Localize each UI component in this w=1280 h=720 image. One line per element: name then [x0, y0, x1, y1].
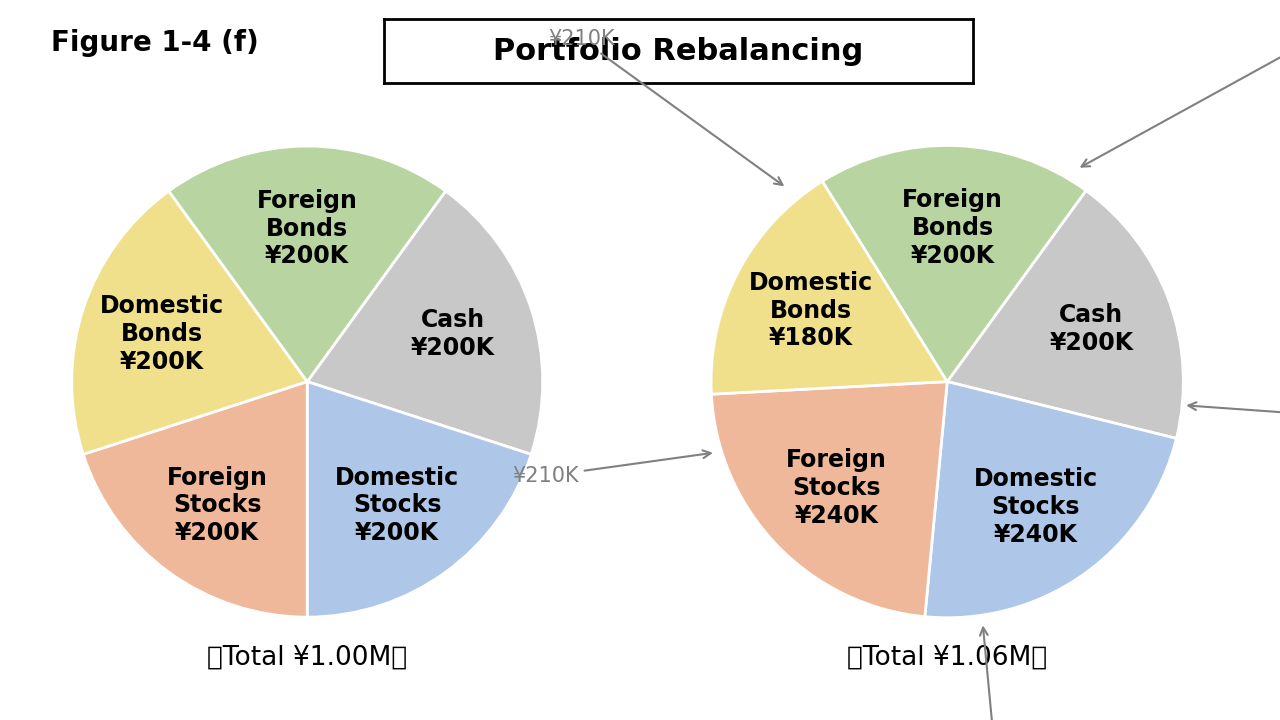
Text: Cash
¥200K: Cash ¥200K — [1050, 303, 1134, 355]
Text: ¥210K: ¥210K — [961, 628, 1028, 720]
Text: Domestic
Bonds
¥180K: Domestic Bonds ¥180K — [749, 271, 873, 351]
Wedge shape — [947, 191, 1183, 438]
Wedge shape — [925, 382, 1176, 618]
Text: Domestic
Bonds
¥200K: Domestic Bonds ¥200K — [100, 294, 224, 374]
Wedge shape — [169, 146, 445, 382]
Wedge shape — [712, 382, 947, 617]
Text: Foreign
Stocks
¥200K: Foreign Stocks ¥200K — [166, 466, 268, 545]
Text: ¥220K: ¥220K — [1082, 30, 1280, 166]
Wedge shape — [307, 191, 543, 454]
Text: Foreign
Bonds
¥200K: Foreign Bonds ¥200K — [902, 189, 1004, 268]
Text: ¥210K: ¥210K — [512, 451, 710, 486]
Text: ¥210K: ¥210K — [548, 30, 782, 185]
Text: （Total ¥1.00M）: （Total ¥1.00M） — [207, 644, 407, 670]
Text: Domestic
Stocks
¥200K: Domestic Stocks ¥200K — [335, 466, 460, 545]
Text: Figure 1-4 (f): Figure 1-4 (f) — [51, 29, 259, 57]
Text: ¥210K: ¥210K — [1188, 402, 1280, 427]
Wedge shape — [83, 382, 307, 617]
Text: Foreign
Stocks
¥240K: Foreign Stocks ¥240K — [786, 448, 887, 528]
Wedge shape — [712, 181, 947, 394]
Text: Portfolio Rebalancing: Portfolio Rebalancing — [493, 37, 864, 66]
Text: Foreign
Bonds
¥200K: Foreign Bonds ¥200K — [257, 189, 357, 269]
Text: Domestic
Stocks
¥240K: Domestic Stocks ¥240K — [974, 467, 1098, 546]
Wedge shape — [72, 191, 307, 454]
Wedge shape — [822, 145, 1085, 382]
Text: Cash
¥200K: Cash ¥200K — [411, 308, 495, 360]
Text: （Total ¥1.06M）: （Total ¥1.06M） — [847, 645, 1047, 671]
Wedge shape — [307, 382, 531, 617]
